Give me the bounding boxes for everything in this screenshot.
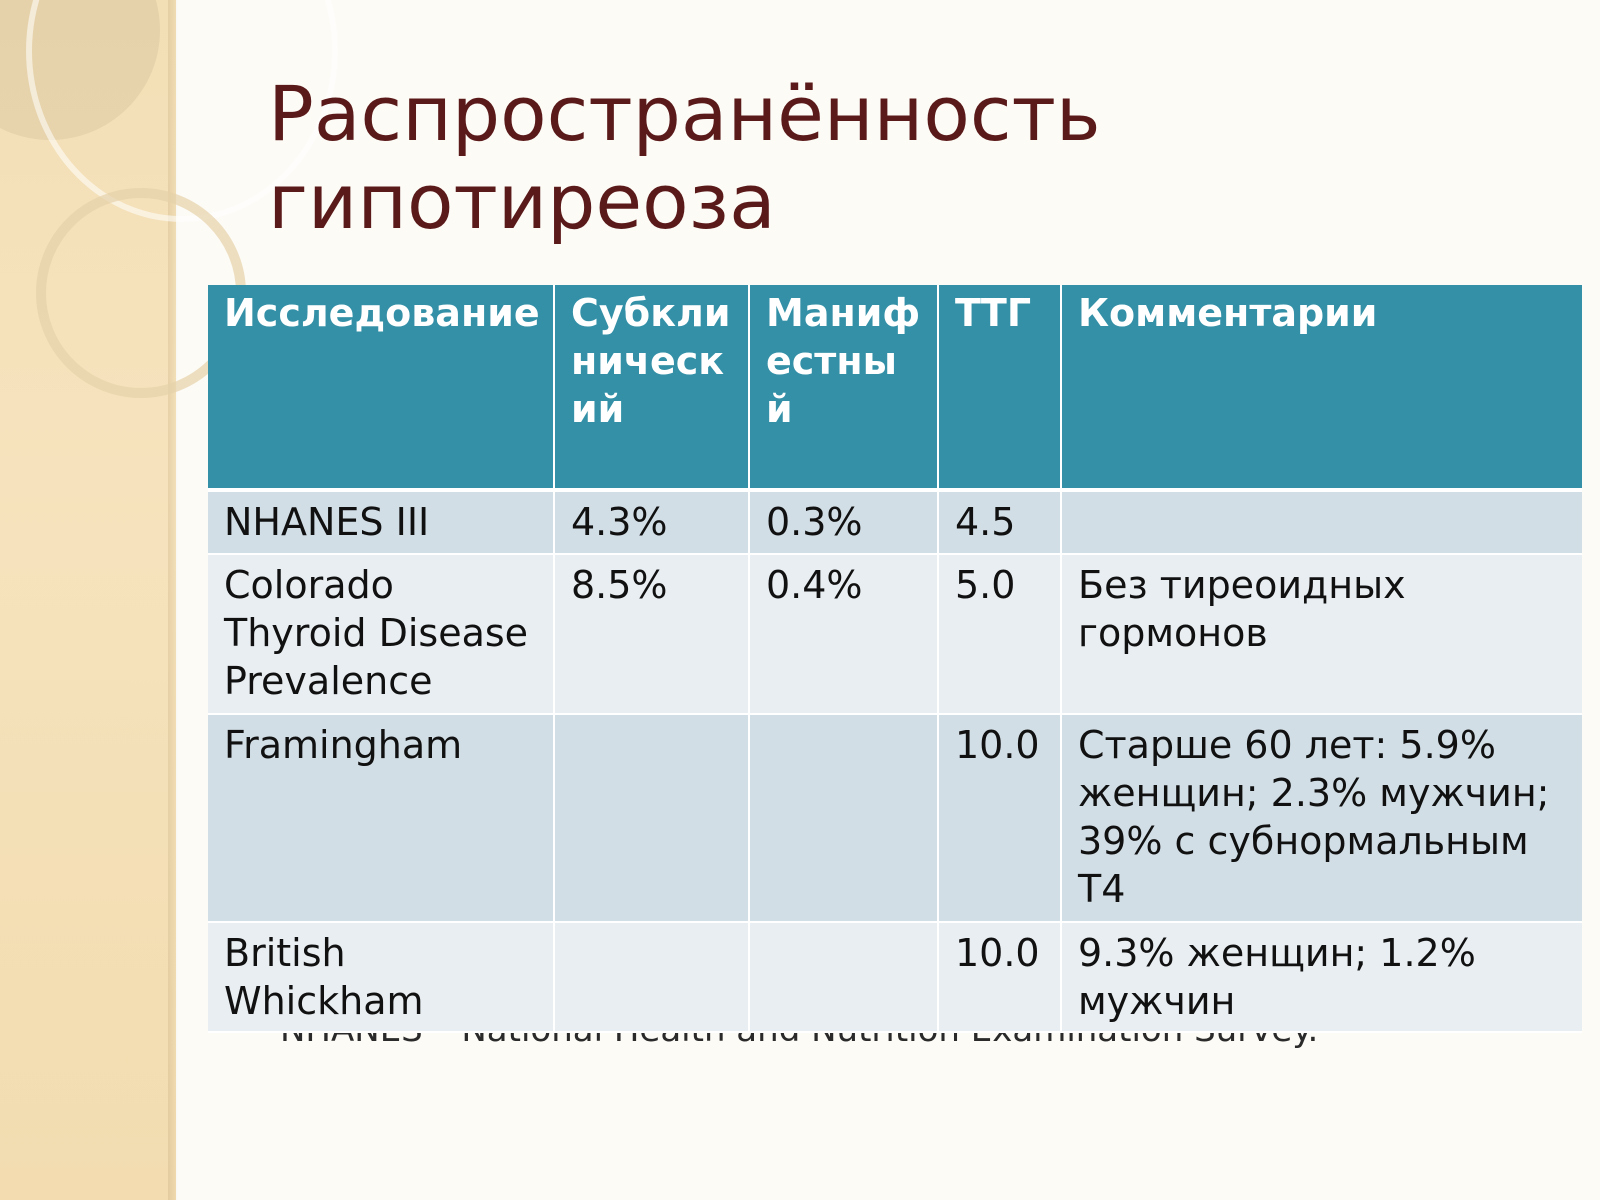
table-row: Colorado Thyroid Disease Prevalence 8.5%… — [208, 554, 1582, 714]
cell-overt — [749, 714, 939, 922]
cell-tsh: 10.0 — [938, 922, 1062, 1032]
cell-subclinical: 4.3% — [554, 490, 750, 554]
slide-title: Распространённость гипотиреоза — [268, 70, 1468, 246]
prevalence-table: Исследование Субклинический Манифестный … — [208, 285, 1582, 1033]
table-row: NHANES III 4.3% 0.3% 4.5 — [208, 490, 1582, 554]
cell-study: NHANES III — [208, 490, 555, 554]
header-study: Исследование — [208, 285, 555, 492]
header-comments: Комментарии — [1061, 285, 1582, 492]
cell-study: British Whickham — [208, 922, 555, 1032]
cell-overt: 0.4% — [749, 554, 939, 714]
header-tsh: ТТГ — [938, 285, 1062, 492]
cell-subclinical — [554, 714, 750, 922]
cell-study: Colorado Thyroid Disease Prevalence — [208, 554, 555, 714]
sidebar-shadow — [168, 0, 178, 1200]
slide-title-line2: гипотиреоза — [268, 157, 776, 246]
cell-subclinical: 8.5% — [554, 554, 750, 714]
table-row: British Whickham 10.0 9.3% женщин; 1.2% … — [208, 922, 1582, 1032]
cell-comments: 9.3% женщин; 1.2% мужчин — [1078, 931, 1476, 1023]
cell-tsh: 10.0 — [938, 714, 1062, 922]
cell-comments: Старше 60 лет: 5.9% женщин; 2.3% мужчин;… — [1078, 723, 1550, 911]
cell-overt — [749, 922, 939, 1032]
header-subclinical: Субклинический — [554, 285, 750, 492]
table-header-row: Исследование Субклинический Манифестный … — [208, 285, 1582, 492]
cell-tsh: 5.0 — [938, 554, 1062, 714]
cell-comments — [1061, 490, 1582, 554]
cell-comments: Без тиреоидных гормонов — [1078, 563, 1406, 655]
cell-subclinical — [554, 922, 750, 1032]
header-overt: Манифестный — [749, 285, 939, 492]
cell-overt: 0.3% — [749, 490, 939, 554]
slide-title-line1: Распространённость — [268, 69, 1101, 158]
table-row: Framingham 10.0 Старше 60 лет: 5.9% женщ… — [208, 714, 1582, 922]
cell-study: Framingham — [208, 714, 555, 922]
cell-tsh: 4.5 — [938, 490, 1062, 554]
